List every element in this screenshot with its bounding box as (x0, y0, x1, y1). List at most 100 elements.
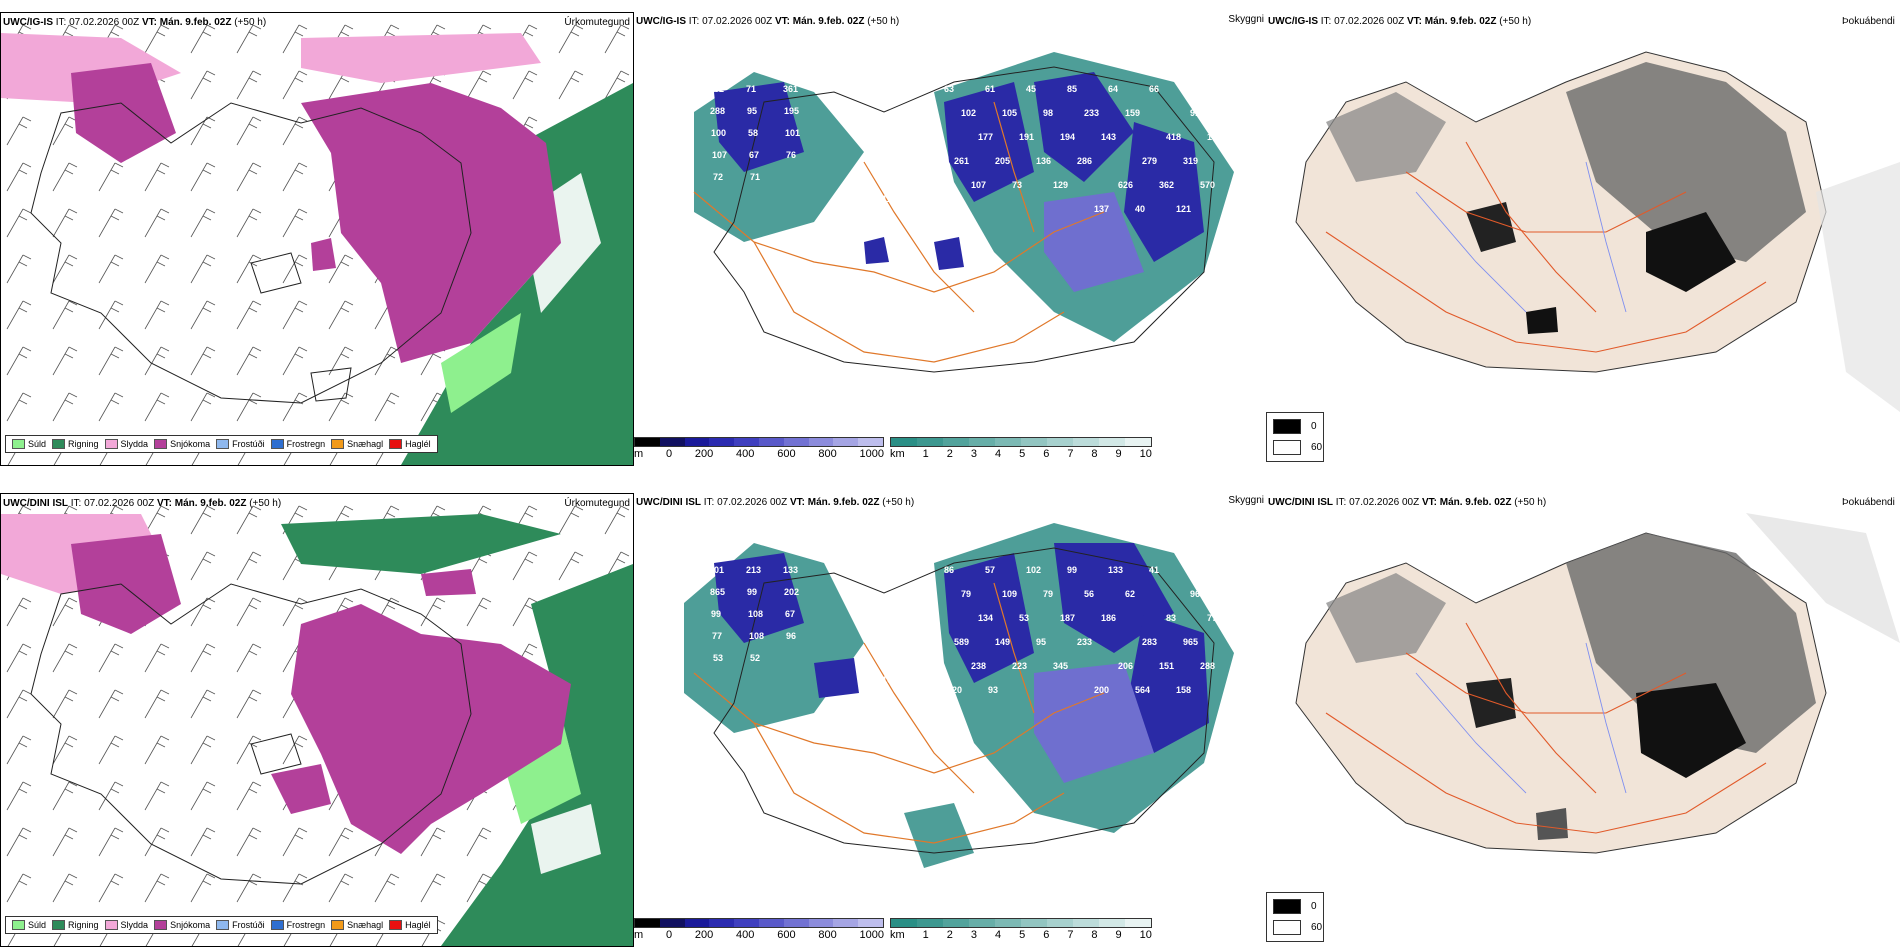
precip-type-legend: Súld Rigning Slydda Snjókoma Frostúði Fr… (5, 916, 438, 934)
visibility-value-label: 56 (905, 214, 915, 224)
visibility-value-label: 71 (750, 172, 760, 182)
visibility-value-label: 77 (712, 631, 722, 641)
visibility-value-label: 288 (1200, 661, 1215, 671)
visibility-scale-m: m 0 200 400 600 800 1000 (634, 437, 884, 460)
visibility-value-label: 195 (784, 106, 799, 116)
legend-item: Slydda (104, 439, 148, 449)
visibility-value-label: 100 (711, 128, 726, 138)
visibility-value-label: 73 (836, 695, 846, 705)
panel-title: UWC/IG-IS IT: 07.02.2026 00Z VT: Mán. 9.… (636, 16, 900, 27)
visibility-value-label: 108 (749, 631, 764, 641)
visibility-value-label: 40 (1135, 204, 1145, 214)
parameter-label: Þokuábendi (1842, 497, 1895, 508)
panel-title: UWC/DINI ISL IT: 07.02.2026 00Z VT: Mán.… (3, 498, 282, 509)
visibility-value-label: 261 (954, 156, 969, 166)
visibility-value-label: 101 (785, 128, 800, 138)
visibility-value-label: 233 (1077, 637, 1092, 647)
visibility-value-label: 361 (783, 84, 798, 94)
visibility-value-label: 201 (709, 565, 724, 575)
parameter-label: Skyggni (1228, 495, 1264, 506)
visibility-value-label: 68 (836, 214, 846, 224)
visibility-value-label: 205 (995, 156, 1010, 166)
visibility-value-label: 57 (985, 565, 995, 575)
visibility-value-label: 52 (750, 653, 760, 663)
parameter-label: Úrkomutegund (564, 498, 630, 509)
visibility-value-label: 283 (1142, 637, 1157, 647)
visibility-value-label: 105 (1002, 108, 1017, 118)
visibility-value-label: 38 (947, 204, 957, 214)
legend-item: Snjókoma (154, 920, 210, 930)
fog-map (1295, 513, 1900, 854)
visibility-value-label: 72 (713, 172, 723, 182)
fog-panel-row1: UWC/IG-IS IT: 07.02.2026 00Z VT: Mán. 9.… (1266, 12, 1900, 412)
legend-item: Haglél (389, 920, 431, 930)
precip-map (1, 13, 633, 465)
visibility-value-label: 64 (905, 695, 915, 705)
visibility-value-label: 73 (1012, 180, 1022, 190)
visibility-value-label: 99 (747, 587, 757, 597)
visibility-scale-km: km 1 2 3 4 5 6 7 8 9 10 (890, 918, 1152, 941)
visibility-scale-m: m 0 200 400 600 800 1000 (634, 918, 884, 941)
visibility-value-label: 136 (1036, 156, 1051, 166)
fog-panel-row2: UWC/DINI ISL IT: 07.02.2026 00Z VT: Mán.… (1266, 493, 1900, 893)
parameter-label: Úrkomutegund (564, 17, 630, 28)
visibility-value-label: 53 (713, 653, 723, 663)
visibility-value-label: 158 (1176, 685, 1191, 695)
parameter-label: Þokuábendi (1842, 16, 1895, 27)
visibility-value-label: 162 (709, 84, 724, 94)
visibility-value-label: 93 (988, 685, 998, 695)
visibility-value-label: 98 (1043, 108, 1053, 118)
visibility-value-label: 191 (1019, 132, 1034, 142)
visibility-value-label: 213 (746, 565, 761, 575)
panel-title: UWC/DINI ISL IT: 07.02.2026 00Z VT: Mán.… (636, 497, 915, 508)
visibility-value-label: 194 (1060, 132, 1075, 142)
visibility-value-label: 177 (978, 132, 993, 142)
visibility-value-label: 362 (1159, 180, 1174, 190)
visibility-value-label: 238 (971, 661, 986, 671)
visibility-value-label: 53 (1019, 613, 1029, 623)
precip-panel-row1: UWC/IG-IS IT: 07.02.2026 00Z VT: Mán. 9.… (0, 12, 634, 466)
visibility-value-label: 120 (947, 685, 962, 695)
precip-map (1, 494, 633, 946)
visibility-value-label: 67 (749, 150, 759, 160)
legend-item: Snjókoma (154, 439, 210, 449)
panel-title: UWC/IG-IS IT: 07.02.2026 00Z VT: Mán. 9.… (3, 17, 267, 28)
visibility-labels: 201 213 133 865 99 202 99 108 67 77 108 96 53 52 73 46 1… (709, 565, 1217, 705)
visibility-value-label: 133 (1108, 565, 1123, 575)
precip-panel-row2: UWC/DINI ISL IT: 07.02.2026 00Z VT: Mán.… (0, 493, 634, 947)
visibility-value-label: 95 (747, 106, 757, 116)
precip-type-legend: Súld Rigning Slydda Snjókoma Frostúði Fr… (5, 435, 438, 453)
visibility-value-label: 143 (1101, 132, 1116, 142)
visibility-value-label: 100 (882, 675, 897, 685)
visibility-value-label: 79 (1043, 589, 1053, 599)
visibility-value-label: 41 (1149, 565, 1159, 575)
visibility-value-label: 102 (961, 108, 976, 118)
legend-item: Snæhagl (331, 920, 383, 930)
legend-item: Haglél (389, 439, 431, 449)
visibility-value-label: 62 (1125, 589, 1135, 599)
fog-legend-row2: 0 60 (1266, 892, 1324, 942)
visibility-value-label: 345 (1053, 661, 1068, 671)
legend-item: Slydda (104, 920, 148, 930)
visibility-value-label: 66 (1149, 84, 1159, 94)
visibility-value-label: 279 (1142, 156, 1157, 166)
legend-item: Súld (12, 439, 46, 449)
visibility-value-label: 626 (1118, 180, 1133, 190)
visibility-value-label: 64 (1108, 84, 1118, 94)
visibility-value-label: 63 (944, 84, 954, 94)
visibility-value-label: 200 (1094, 685, 1109, 695)
visibility-value-label: 96 (786, 631, 796, 641)
visibility-value-label: 102 (1026, 565, 1041, 575)
visibility-value-label: 67 (785, 609, 795, 619)
visibility-value-label: 965 (1183, 637, 1198, 647)
visibility-value-label: 137 (1094, 204, 1109, 214)
visibility-value-label: 134 (978, 613, 993, 623)
fog-legend-row1: 0 60 (1266, 412, 1324, 462)
legend-item: Rigning (52, 920, 99, 930)
visibility-value-label: 418 (1166, 132, 1181, 142)
visibility-value-label: 96 (1190, 589, 1200, 599)
legend-item: Frostregn (270, 439, 325, 449)
visibility-value-label: 61 (985, 84, 995, 94)
parameter-label: Skyggni (1228, 14, 1264, 25)
panel-title: UWC/DINI ISL IT: 07.02.2026 00Z VT: Mán.… (1268, 497, 1547, 508)
